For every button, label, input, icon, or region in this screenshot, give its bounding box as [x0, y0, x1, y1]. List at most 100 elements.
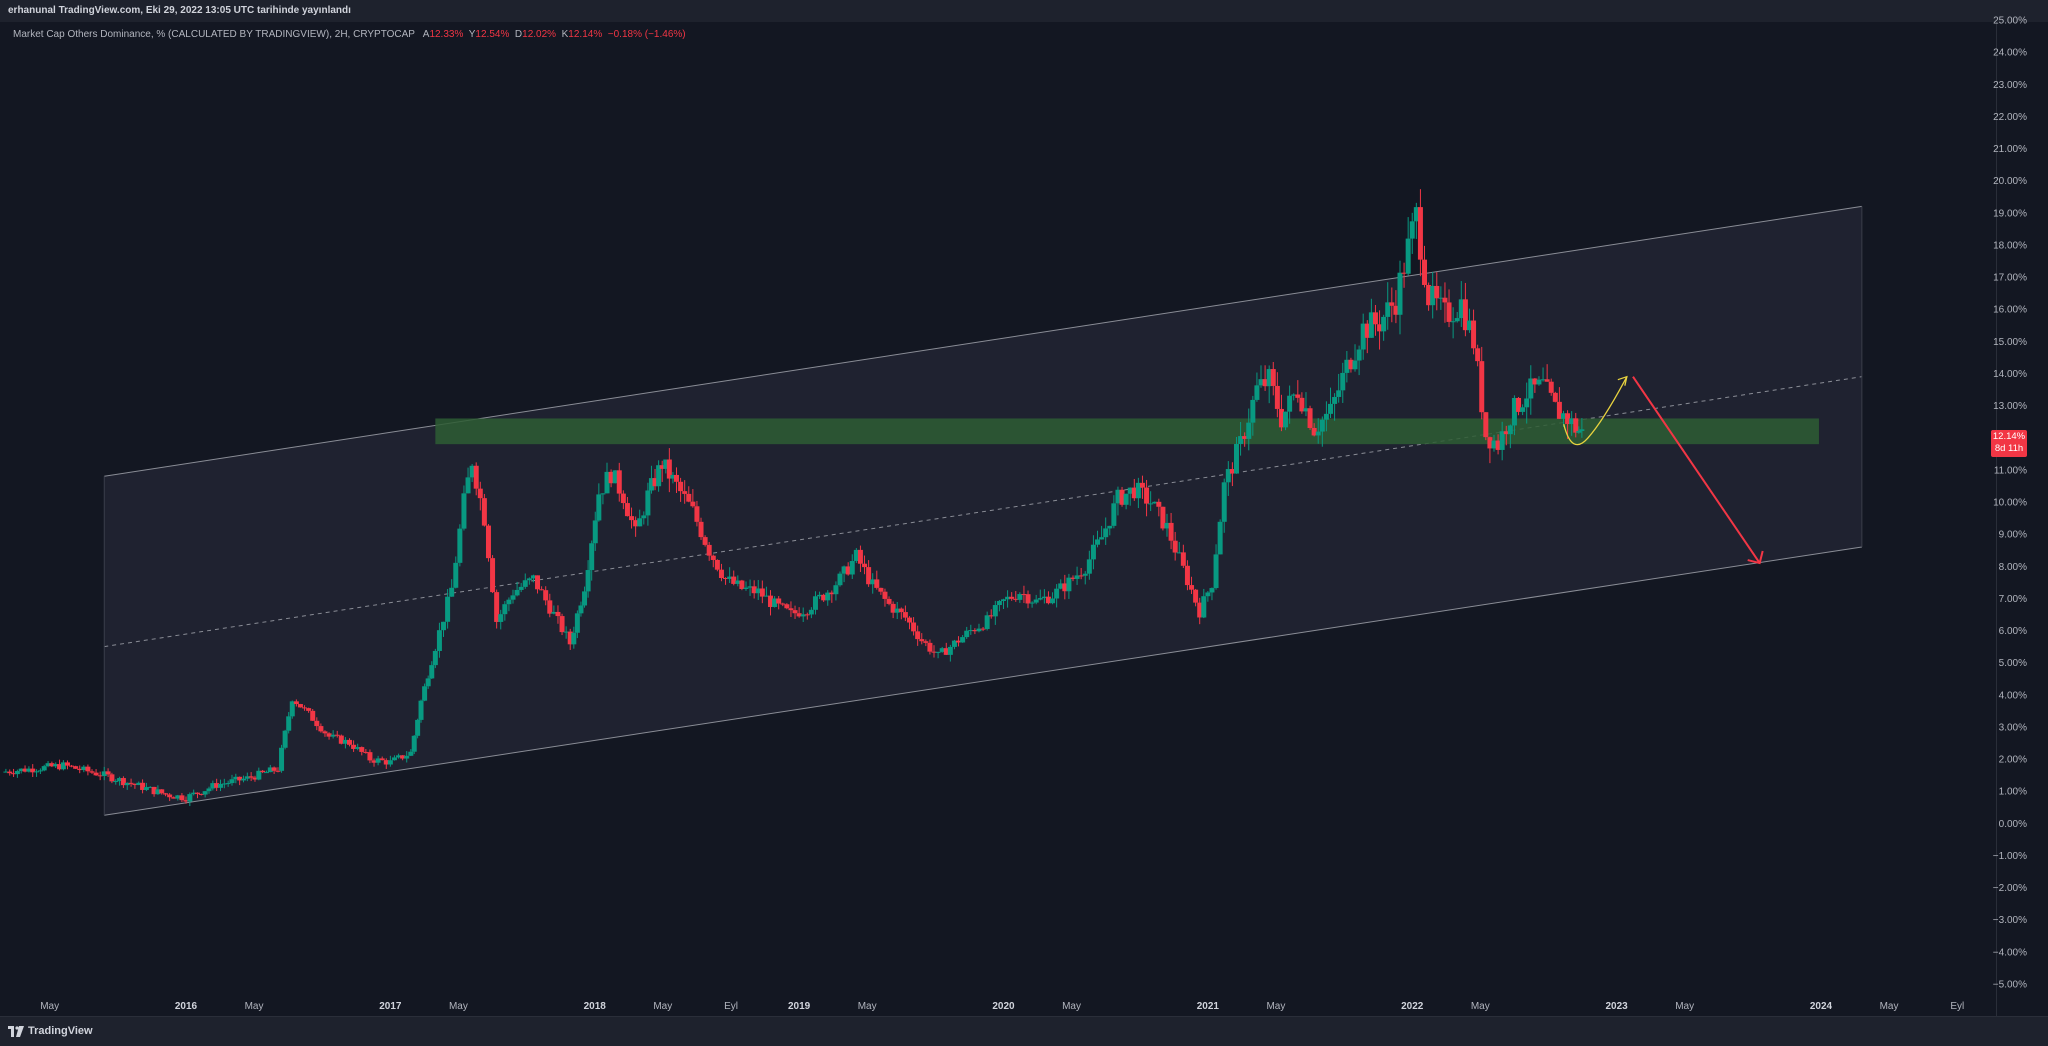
- candle-body: [931, 651, 937, 653]
- footer-bar: TradingView: [0, 1016, 2048, 1046]
- candle-body: [845, 566, 851, 575]
- candle-body: [400, 755, 406, 759]
- candle-body: [322, 731, 328, 734]
- candle-body: [334, 734, 340, 736]
- candle-body: [1426, 284, 1432, 306]
- candle-body: [85, 766, 91, 772]
- candle-body: [1209, 588, 1215, 593]
- candle-body: [1189, 585, 1195, 590]
- candle-body: [1095, 539, 1101, 545]
- candle-body: [371, 760, 377, 763]
- candle-body: [1262, 379, 1268, 387]
- candle-body: [391, 757, 397, 761]
- y-tick-label: −1.00%: [1993, 851, 2027, 862]
- candle-body: [1364, 323, 1370, 338]
- candle-body: [1242, 436, 1248, 439]
- candle-body: [951, 640, 957, 647]
- candle-body: [768, 595, 774, 607]
- candle-body: [980, 628, 986, 630]
- candle-body: [960, 637, 966, 643]
- candle-body: [784, 604, 790, 609]
- resistance-zone[interactable]: [435, 418, 1819, 445]
- candle-body: [363, 751, 369, 753]
- candle-body: [1422, 259, 1428, 285]
- y-tick-label: 7.00%: [1999, 594, 2027, 605]
- tradingview-brand[interactable]: TradingView: [8, 1025, 93, 1037]
- candle-body: [132, 783, 138, 786]
- candle-body: [485, 525, 491, 559]
- candle-body: [1393, 305, 1399, 315]
- y-tick-label: 4.00%: [1999, 690, 2027, 701]
- candle-body: [874, 579, 880, 588]
- channel-drawing[interactable]: [103, 205, 1863, 816]
- candle-body: [469, 465, 475, 478]
- candle-body: [124, 782, 130, 786]
- candle-body: [93, 772, 99, 776]
- projection-up-curve: [1563, 376, 1628, 446]
- candle-body: [1385, 302, 1391, 317]
- candle-body: [1197, 602, 1203, 618]
- candle-body: [714, 559, 720, 570]
- candle-body: [147, 786, 153, 788]
- candle-body: [964, 630, 970, 638]
- y-tick-label: 18.00%: [1993, 240, 2027, 251]
- candle-body: [1090, 544, 1096, 560]
- last-price-value: 12.14%: [1992, 431, 2026, 442]
- candle-body: [14, 771, 20, 775]
- candle-body: [808, 609, 814, 615]
- channel-upper-line: [104, 205, 1862, 477]
- candle-body: [956, 640, 962, 643]
- candle-body: [351, 744, 357, 749]
- candle-body: [578, 605, 584, 614]
- x-tick-label: 2016: [175, 1001, 198, 1012]
- candle-body: [244, 776, 250, 779]
- candle-body: [1409, 221, 1415, 239]
- candle-body: [659, 465, 665, 469]
- candle-body: [915, 631, 921, 640]
- y-tick-label: 11.00%: [1994, 465, 2027, 476]
- candle-body: [1315, 431, 1321, 436]
- candle-body: [318, 726, 324, 732]
- candle-body: [143, 787, 149, 790]
- candle-body: [988, 615, 994, 617]
- candle-body: [620, 493, 626, 504]
- candle-body: [282, 730, 288, 748]
- candle-body: [206, 788, 212, 792]
- candle-body: [1001, 599, 1006, 602]
- candle-body: [1348, 359, 1354, 370]
- candle-body: [260, 770, 266, 773]
- candle-body: [22, 768, 28, 772]
- candle-body: [171, 797, 177, 799]
- candle-body: [1225, 469, 1231, 483]
- candle-body: [306, 708, 312, 711]
- channel-fill: [104, 206, 1862, 816]
- candle-body: [415, 719, 421, 736]
- candle-body: [1381, 316, 1387, 332]
- candle-body: [1560, 413, 1566, 419]
- candle-body: [101, 771, 107, 777]
- candle-body: [670, 474, 676, 479]
- y-tick-label: 1.00%: [1999, 787, 2027, 798]
- projection-arrows[interactable]: [1563, 375, 1764, 565]
- candle-body: [457, 528, 463, 563]
- candle-body: [739, 580, 745, 590]
- candle-body: [600, 493, 606, 495]
- candle-body: [1565, 413, 1571, 425]
- channel-lower-line: [104, 546, 1862, 816]
- price-scale[interactable]: [1997, 22, 2048, 1016]
- candle-body: [202, 791, 208, 795]
- y-tick-label: 13.00%: [1993, 401, 2027, 412]
- candle-body: [686, 493, 692, 502]
- candle-body: [183, 800, 189, 802]
- candle-body: [481, 498, 487, 526]
- candle-body: [1086, 559, 1092, 574]
- candle-body: [120, 778, 126, 786]
- candle-body: [1548, 381, 1554, 393]
- candle-body: [494, 592, 500, 622]
- candle-body: [477, 488, 483, 499]
- y-tick-label: 10.00%: [1993, 498, 2027, 509]
- candle-body: [105, 771, 111, 775]
- candle-body: [1413, 207, 1419, 222]
- candle-body: [37, 770, 43, 772]
